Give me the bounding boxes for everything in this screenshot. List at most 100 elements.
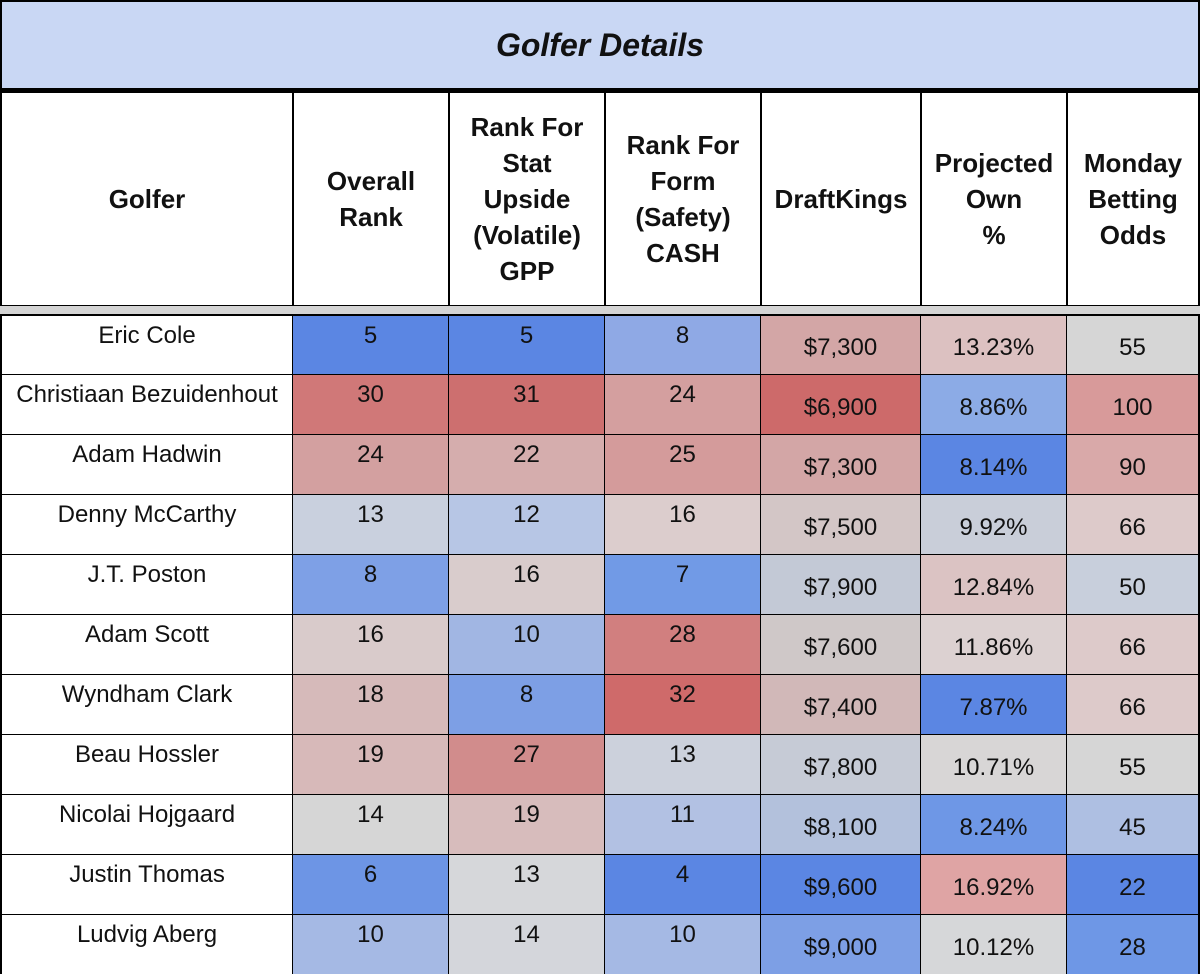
draftkings-salary-cell[interactable]: $7,400 xyxy=(760,675,920,734)
stat-upside-rank-cell[interactable]: 22 xyxy=(448,435,604,494)
table-row: Wyndham Clark 18 8 32 $7,400 7.87% 66 xyxy=(2,674,1198,734)
projected-own-cell[interactable]: 10.71% xyxy=(920,735,1066,794)
table-row: Eric Cole 5 5 8 $7,300 13.23% 55 xyxy=(2,314,1198,374)
stat-upside-rank-cell[interactable]: 10 xyxy=(448,615,604,674)
golfer-name-cell[interactable]: Wyndham Clark xyxy=(2,675,292,734)
header-rank-form[interactable]: Rank For Form (Safety) CASH xyxy=(604,93,760,305)
golfer-name-cell[interactable]: Eric Cole xyxy=(2,316,292,374)
draftkings-salary-cell[interactable]: $9,600 xyxy=(760,855,920,914)
monday-odds-cell[interactable]: 90 xyxy=(1066,435,1198,494)
overall-rank-cell[interactable]: 5 xyxy=(292,316,448,374)
overall-rank-cell[interactable]: 30 xyxy=(292,375,448,434)
form-rank-cell[interactable]: 25 xyxy=(604,435,760,494)
table-row: Christiaan Bezuidenhout 30 31 24 $6,900 8.86%… xyxy=(2,374,1198,434)
draftkings-salary-cell[interactable]: $7,500 xyxy=(760,495,920,554)
overall-rank-cell[interactable]: 18 xyxy=(292,675,448,734)
overall-rank-cell[interactable]: 19 xyxy=(292,735,448,794)
monday-odds-cell[interactable]: 100 xyxy=(1066,375,1198,434)
golfer-name-cell[interactable]: Adam Hadwin xyxy=(2,435,292,494)
draftkings-salary-cell[interactable]: $7,800 xyxy=(760,735,920,794)
form-rank-cell[interactable]: 16 xyxy=(604,495,760,554)
stat-upside-rank-cell[interactable]: 8 xyxy=(448,675,604,734)
monday-odds-cell[interactable]: 66 xyxy=(1066,615,1198,674)
header-draftkings[interactable]: DraftKings xyxy=(760,93,920,305)
monday-odds-cell[interactable]: 66 xyxy=(1066,495,1198,554)
table-row: Adam Hadwin 24 22 25 $7,300 8.14% 90 xyxy=(2,434,1198,494)
header-projected-own[interactable]: Projected Own % xyxy=(920,93,1066,305)
form-rank-cell[interactable]: 4 xyxy=(604,855,760,914)
stat-upside-rank-cell[interactable]: 14 xyxy=(448,915,604,974)
overall-rank-cell[interactable]: 14 xyxy=(292,795,448,854)
golfer-name-cell[interactable]: Nicolai Hojgaard xyxy=(2,795,292,854)
header-overall-rank[interactable]: Overall Rank xyxy=(292,93,448,305)
stat-upside-rank-cell[interactable]: 13 xyxy=(448,855,604,914)
projected-own-cell[interactable]: 10.12% xyxy=(920,915,1066,974)
header-row: Golfer Overall Rank Rank For Stat Upside… xyxy=(0,90,1200,309)
draftkings-salary-cell[interactable]: $6,900 xyxy=(760,375,920,434)
projected-own-cell[interactable]: 16.92% xyxy=(920,855,1066,914)
golfer-table-body: Eric Cole 5 5 8 $7,300 13.23% 55 Christiaan Bez… xyxy=(0,314,1200,974)
header-rank-stat-upside[interactable]: Rank For Stat Upside (Volatile) GPP xyxy=(448,93,604,305)
draftkings-salary-cell[interactable]: $9,000 xyxy=(760,915,920,974)
table-row: Denny McCarthy 13 12 16 $7,500 9.92% 66 xyxy=(2,494,1198,554)
monday-odds-cell[interactable]: 50 xyxy=(1066,555,1198,614)
form-rank-cell[interactable]: 11 xyxy=(604,795,760,854)
golfer-name-cell[interactable]: Denny McCarthy xyxy=(2,495,292,554)
monday-odds-cell[interactable]: 55 xyxy=(1066,316,1198,374)
table-row: Nicolai Hojgaard 14 19 11 $8,100 8.24% 45 xyxy=(2,794,1198,854)
monday-odds-cell[interactable]: 66 xyxy=(1066,675,1198,734)
overall-rank-cell[interactable]: 10 xyxy=(292,915,448,974)
projected-own-cell[interactable]: 8.86% xyxy=(920,375,1066,434)
form-rank-cell[interactable]: 13 xyxy=(604,735,760,794)
table-row: J.T. Poston 8 16 7 $7,900 12.84% 50 xyxy=(2,554,1198,614)
table-row: Beau Hossler 19 27 13 $7,800 10.71% 55 xyxy=(2,734,1198,794)
table-row: Adam Scott 16 10 28 $7,600 11.86% 66 xyxy=(2,614,1198,674)
golfer-name-cell[interactable]: Adam Scott xyxy=(2,615,292,674)
stat-upside-rank-cell[interactable]: 27 xyxy=(448,735,604,794)
projected-own-cell[interactable]: 9.92% xyxy=(920,495,1066,554)
table-title-bar: Golfer Details xyxy=(0,0,1200,90)
projected-own-cell[interactable]: 12.84% xyxy=(920,555,1066,614)
table-row: Justin Thomas 6 13 4 $9,600 16.92% 22 xyxy=(2,854,1198,914)
draftkings-salary-cell[interactable]: $7,600 xyxy=(760,615,920,674)
form-rank-cell[interactable]: 24 xyxy=(604,375,760,434)
stat-upside-rank-cell[interactable]: 31 xyxy=(448,375,604,434)
stat-upside-rank-cell[interactable]: 12 xyxy=(448,495,604,554)
table-title: Golfer Details xyxy=(495,26,705,63)
form-rank-cell[interactable]: 10 xyxy=(604,915,760,974)
golfer-name-cell[interactable]: Beau Hossler xyxy=(2,735,292,794)
draftkings-salary-cell[interactable]: $7,300 xyxy=(760,435,920,494)
projected-own-cell[interactable]: 11.86% xyxy=(920,615,1066,674)
golfer-name-cell[interactable]: Ludvig Aberg xyxy=(2,915,292,974)
form-rank-cell[interactable]: 28 xyxy=(604,615,760,674)
golfer-name-cell[interactable]: Christiaan Bezuidenhout xyxy=(2,375,292,434)
overall-rank-cell[interactable]: 13 xyxy=(292,495,448,554)
draftkings-salary-cell[interactable]: $8,100 xyxy=(760,795,920,854)
draftkings-salary-cell[interactable]: $7,900 xyxy=(760,555,920,614)
form-rank-cell[interactable]: 7 xyxy=(604,555,760,614)
projected-own-cell[interactable]: 8.24% xyxy=(920,795,1066,854)
overall-rank-cell[interactable]: 24 xyxy=(292,435,448,494)
stat-upside-rank-cell[interactable]: 19 xyxy=(448,795,604,854)
monday-odds-cell[interactable]: 45 xyxy=(1066,795,1198,854)
stat-upside-rank-cell[interactable]: 16 xyxy=(448,555,604,614)
overall-rank-cell[interactable]: 8 xyxy=(292,555,448,614)
monday-odds-cell[interactable]: 28 xyxy=(1066,915,1198,974)
projected-own-cell[interactable]: 8.14% xyxy=(920,435,1066,494)
golfer-name-cell[interactable]: J.T. Poston xyxy=(2,555,292,614)
monday-odds-cell[interactable]: 55 xyxy=(1066,735,1198,794)
overall-rank-cell[interactable]: 16 xyxy=(292,615,448,674)
monday-odds-cell[interactable]: 22 xyxy=(1066,855,1198,914)
form-rank-cell[interactable]: 32 xyxy=(604,675,760,734)
header-monday-odds[interactable]: Monday Betting Odds xyxy=(1066,93,1198,305)
projected-own-cell[interactable]: 13.23% xyxy=(920,316,1066,374)
stat-upside-rank-cell[interactable]: 5 xyxy=(448,316,604,374)
table-row: Ludvig Aberg 10 14 10 $9,000 10.12% 28 xyxy=(2,914,1198,974)
form-rank-cell[interactable]: 8 xyxy=(604,316,760,374)
header-gap xyxy=(0,306,1200,314)
draftkings-salary-cell[interactable]: $7,300 xyxy=(760,316,920,374)
overall-rank-cell[interactable]: 6 xyxy=(292,855,448,914)
golfer-name-cell[interactable]: Justin Thomas xyxy=(2,855,292,914)
projected-own-cell[interactable]: 7.87% xyxy=(920,675,1066,734)
header-golfer[interactable]: Golfer xyxy=(108,184,186,214)
